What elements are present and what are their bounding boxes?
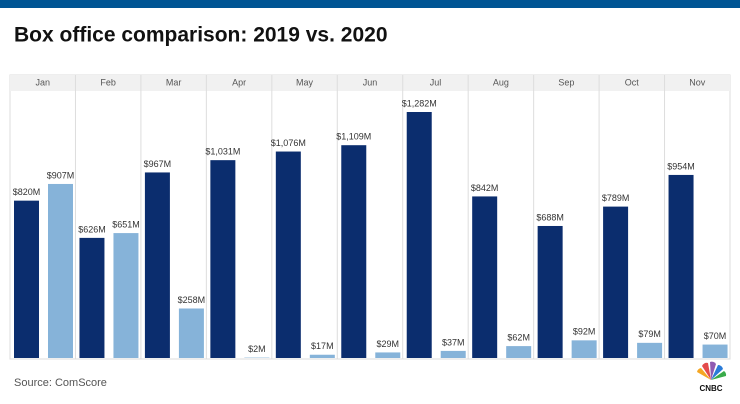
value-label: $29M: [377, 339, 400, 349]
bar: [210, 160, 236, 358]
value-label: $92M: [573, 327, 596, 337]
x-tick-label: Mar: [166, 77, 182, 87]
bar: [79, 237, 105, 358]
bar: [702, 344, 728, 358]
bar: [275, 151, 301, 358]
x-tick-label: May: [296, 77, 314, 87]
value-label: $2M: [248, 344, 266, 354]
bar: [309, 354, 335, 358]
x-tick-label: Aug: [493, 77, 509, 87]
value-label: $626M: [78, 224, 106, 234]
value-label: $820M: [13, 187, 41, 197]
source: Source: ComScore: [14, 377, 107, 389]
value-label: $1,282M: [402, 98, 437, 108]
x-tick-label: Jan: [35, 77, 50, 87]
bar: [144, 172, 170, 358]
value-label: $79M: [638, 329, 661, 339]
bar: [637, 342, 663, 358]
value-label: $37M: [442, 337, 465, 347]
value-label: $907M: [47, 170, 75, 180]
value-label: $842M: [471, 183, 499, 193]
logo-text: CNBC: [699, 384, 722, 393]
chart-title: Box office comparison: 2019 vs. 2020: [14, 24, 388, 47]
x-tick-label: Sep: [558, 77, 574, 87]
bar: [341, 145, 367, 358]
x-tick-label: Jun: [363, 77, 378, 87]
value-label: $70M: [704, 331, 727, 341]
value-label: $954M: [667, 161, 695, 171]
value-label: $651M: [112, 219, 140, 229]
value-label: $62M: [507, 332, 530, 342]
bar: [668, 174, 694, 358]
value-label: $17M: [311, 341, 334, 351]
value-label: $1,031M: [205, 147, 240, 157]
bar: [178, 308, 204, 358]
bar: [113, 233, 139, 358]
x-tick-label: Apr: [232, 77, 246, 87]
x-tick-label: Feb: [100, 77, 116, 87]
value-label: $688M: [536, 212, 564, 222]
plot: Jan $820M $907M Feb $626M $651M Mar $967M $258M A…: [13, 75, 728, 359]
bar: [48, 183, 73, 358]
bar: [571, 340, 597, 358]
bar: [14, 200, 39, 358]
top-band: [0, 0, 740, 8]
month-header: [10, 75, 730, 91]
value-label: $258M: [178, 295, 206, 305]
bar: [440, 350, 466, 358]
x-tick-label: Nov: [689, 77, 706, 87]
bar: [537, 225, 563, 358]
x-tick-label: Jul: [430, 77, 442, 87]
bar: [472, 196, 498, 358]
bar: [603, 206, 629, 358]
bar: [506, 346, 532, 358]
value-label: $789M: [602, 193, 630, 203]
logo: CNBC: [697, 361, 727, 393]
value-label: $1,076M: [271, 138, 306, 148]
logo-mark: [697, 361, 727, 380]
value-label: $967M: [144, 159, 172, 169]
bar: [406, 112, 432, 358]
x-tick-label: Oct: [625, 77, 640, 87]
value-label: $1,109M: [336, 132, 371, 142]
bar: [375, 352, 401, 358]
